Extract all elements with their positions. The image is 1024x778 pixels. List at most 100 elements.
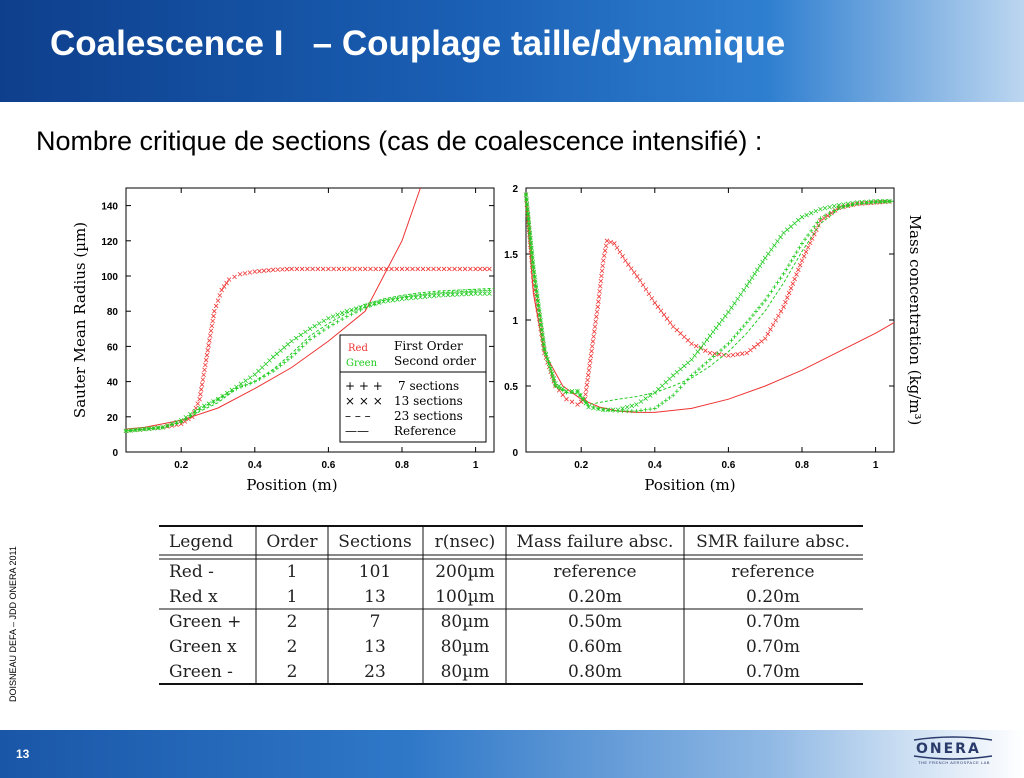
series-marker-x [790, 281, 796, 286]
series-marker-x [757, 263, 763, 269]
y-tick-label: 80 [107, 307, 119, 318]
series-marker-x [335, 312, 340, 318]
series-marker-x [605, 407, 611, 413]
series-marker-x [759, 339, 764, 344]
series-marker-x [560, 392, 566, 398]
series-marker-plus [643, 407, 648, 412]
series-line-0 [125, 187, 421, 430]
series-marker-x [712, 351, 717, 356]
series-marker-x [586, 368, 592, 373]
series-marker-x [142, 426, 147, 432]
series-marker-x [797, 262, 803, 268]
series-marker-x [587, 358, 593, 364]
series-marker-x [352, 266, 357, 272]
series-marker-x [811, 231, 817, 237]
series-marker-x [768, 327, 773, 332]
series-marker-plus [335, 319, 340, 324]
series-marker-plus [340, 317, 345, 322]
x-tick-label: 0.2 [174, 460, 188, 471]
series-marker-x [796, 217, 801, 223]
series-marker-x [376, 300, 382, 305]
series-marker-x [193, 405, 199, 411]
series-marker-x [596, 294, 602, 299]
table-header-cell: Legend [169, 532, 233, 552]
table-cell: 23 [364, 662, 386, 682]
series-marker-plus [304, 340, 309, 345]
legend-label-7: 7 sections [398, 379, 459, 393]
series-marker-x [578, 399, 584, 405]
table-cell: 13 [364, 637, 386, 657]
series-marker-x [457, 266, 463, 272]
series-marker-plus [781, 271, 786, 276]
legend-red-key: Red [348, 343, 368, 354]
x-tick-label: 1 [873, 460, 879, 471]
series-marker-plus [278, 363, 283, 368]
series-marker-x [270, 267, 276, 273]
series-marker-x [441, 266, 447, 272]
series-marker-x [594, 309, 600, 315]
x-tick-label: 0.8 [395, 460, 409, 471]
series-marker-x [357, 266, 363, 272]
series-marker-x [773, 318, 778, 323]
table-cell: 7 [370, 612, 381, 632]
series-marker-x [590, 339, 596, 344]
series-marker-plus [358, 307, 363, 312]
series-marker-x [259, 365, 265, 370]
series-marker-plus [812, 224, 817, 229]
series-marker-x [591, 405, 596, 411]
series-marker-x [418, 294, 423, 300]
series-marker-plus [656, 403, 661, 408]
series-marker-x [744, 283, 750, 288]
series-marker-x [634, 274, 640, 279]
series-marker-x [593, 319, 598, 324]
series-marker-x [592, 324, 598, 329]
series-marker-x [203, 362, 208, 368]
series-marker-plus [682, 381, 687, 386]
logo-tagline: THE FRENCH AEROSPACE LAB [918, 760, 990, 765]
series-marker-x [584, 382, 590, 388]
series-marker-plus [763, 298, 768, 303]
series-marker-plus [792, 254, 797, 259]
series-marker-plus [308, 337, 312, 342]
y-tick-label: 2 [512, 184, 518, 195]
series-marker-x [285, 342, 291, 347]
series-marker-plus [744, 320, 749, 325]
x-tick-label: 0.4 [248, 460, 262, 471]
series-marker-x [197, 405, 202, 411]
legend-green-key: Green [346, 358, 378, 369]
x-tick-label: 0.4 [648, 460, 662, 471]
series-marker-x [599, 273, 604, 279]
series-marker-x [587, 363, 592, 368]
series-marker-plus [671, 393, 676, 398]
series-marker-x [482, 291, 488, 296]
series-marker-x [289, 338, 294, 344]
series-marker-x [410, 266, 415, 272]
series-marker-plus [317, 331, 322, 336]
series-marker-x [755, 342, 761, 347]
slide-title: Coalescence I – Couplage taille/dynamiqu… [50, 24, 786, 63]
series-marker-x [564, 396, 569, 402]
series-marker-plus [459, 289, 464, 294]
series-marker-plus [469, 289, 473, 294]
series-marker-x [583, 387, 589, 392]
series-marker-x [464, 291, 469, 297]
series-marker-x [752, 271, 757, 277]
series-marker-x [305, 266, 310, 272]
series-marker-x [257, 268, 262, 274]
series-marker-x [267, 358, 272, 363]
side-note: DOISNEAU DEFA – JDD ONERA 2011 [8, 546, 18, 702]
series-marker-x [647, 393, 653, 398]
series-marker-x [530, 260, 536, 265]
series-marker-x [685, 360, 691, 366]
series-marker-x [751, 344, 757, 350]
series-marker-x [270, 354, 276, 360]
table-cell: Green - [169, 662, 233, 682]
series-marker-x [594, 314, 599, 319]
y-tick-label: 0.5 [504, 382, 518, 393]
series-marker-x [784, 295, 790, 300]
series-marker-x [368, 266, 373, 272]
series-marker-x [362, 266, 368, 272]
table-cell: 80µm [441, 637, 490, 657]
series-marker-x [776, 313, 781, 319]
x-tick-label: 0.6 [321, 460, 335, 471]
